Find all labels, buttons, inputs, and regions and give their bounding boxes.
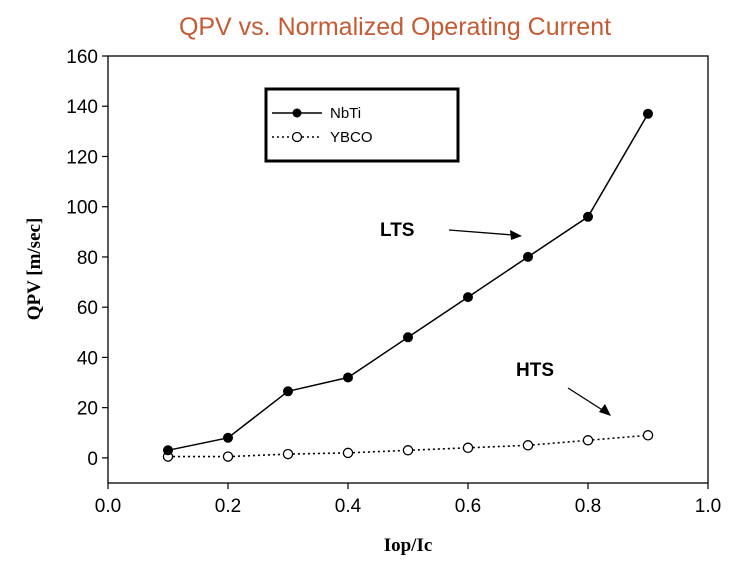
annotation-lts: LTS — [380, 220, 522, 241]
plot-frame — [107, 55, 709, 484]
legend-ybco-label: YBCO — [330, 129, 373, 146]
chart-title: QPV vs. Normalized Operating Current — [179, 13, 611, 41]
series-ybco-point — [462, 442, 474, 454]
legend-ybco-marker — [291, 131, 303, 143]
x-tick-label: 0.2 — [215, 496, 241, 517]
series-nbti-point — [643, 108, 654, 119]
legend-box — [264, 87, 460, 163]
x-tick-label: 0.0 — [95, 496, 121, 517]
series-nbti-point — [523, 251, 534, 262]
annotation-lts-arrow — [448, 229, 514, 236]
y-tick-label: 140 — [66, 97, 98, 118]
annotation-lts-label: LTS — [380, 220, 414, 241]
series-ybco-point — [282, 448, 294, 460]
series-layer — [162, 108, 654, 462]
y-tick-label: 160 — [66, 47, 98, 68]
x-axis-ticks: 0.0 0.2 0.4 0.6 0.8 1.0 — [95, 483, 721, 517]
y-axis-label: QPV [m/sec] — [24, 218, 45, 321]
x-tick-label: 0.4 — [335, 496, 362, 517]
series-ybco-point — [402, 445, 414, 456]
y-axis-ticks: 0 20 40 60 80 100 120 140 160 — [66, 47, 108, 470]
legend-nbti-label: NbTi — [330, 105, 361, 122]
annotation-hts: HTS — [516, 360, 611, 416]
series-nbti-point — [402, 332, 413, 343]
x-tick-label: 0.6 — [455, 496, 481, 517]
annotation-hts-arrow — [567, 387, 605, 412]
y-tick-label: 120 — [66, 147, 98, 168]
x-tick-label: 0.8 — [575, 496, 601, 517]
y-tick-label: 60 — [77, 298, 98, 319]
series-ybco-point — [222, 451, 234, 462]
series-ybco-point — [522, 440, 534, 451]
series-nbti-point — [462, 292, 473, 303]
x-tick-label: 1.0 — [695, 496, 721, 517]
y-tick-label: 40 — [77, 348, 98, 369]
series-nbti-point — [282, 386, 293, 397]
annotation-lts-arrowhead — [510, 230, 522, 240]
annotation-hts-label: HTS — [516, 360, 554, 381]
series-nbti-line — [167, 113, 649, 452]
y-tick-label: 100 — [66, 198, 98, 219]
y-tick-label: 20 — [77, 399, 98, 420]
y-tick-label: 0 — [87, 449, 98, 470]
legend-nbti-marker — [292, 108, 302, 118]
annotation-hts-arrowhead — [599, 404, 611, 416]
series-ybco-point — [342, 447, 354, 459]
series-nbti-point — [583, 211, 594, 222]
series-nbti-point — [342, 372, 353, 383]
series-ybco-point — [582, 435, 594, 446]
series-nbti-point — [162, 445, 173, 456]
x-axis-label: Iop/Ic — [384, 535, 433, 556]
series-nbti-point — [222, 432, 233, 443]
legend: NbTi YBCO — [264, 87, 460, 163]
series-ybco-point — [642, 430, 654, 441]
y-tick-label: 80 — [77, 248, 98, 269]
